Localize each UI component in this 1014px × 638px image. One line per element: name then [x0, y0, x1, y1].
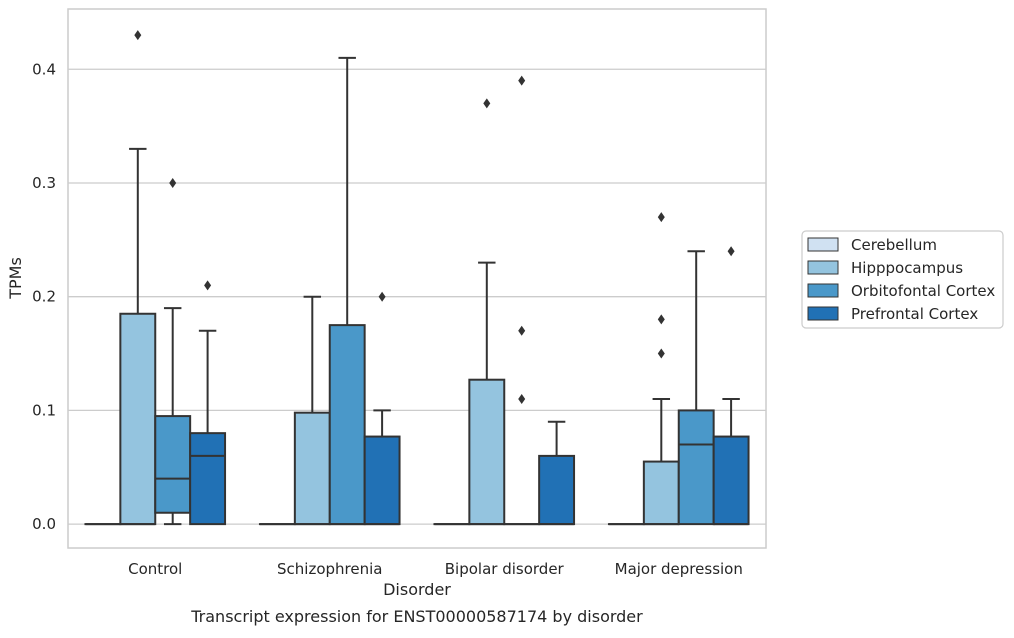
outlier-point [134, 30, 141, 40]
legend-swatch [808, 307, 838, 320]
box [190, 433, 225, 524]
box-prefrontal-cortex-3 [714, 246, 749, 524]
box [295, 413, 330, 524]
legend-label: Hipppocampus [851, 259, 963, 277]
legend-label: Orbitofontal Cortex [851, 282, 995, 300]
box-hipppocampus-0 [120, 30, 155, 524]
x-tick-label: Bipolar disorder [445, 560, 565, 578]
outlier-point [483, 98, 490, 108]
outlier-point [518, 76, 525, 86]
y-tick-label: 0.0 [32, 515, 56, 533]
box [714, 437, 749, 525]
box [539, 456, 574, 524]
x-ticks: Control Schizophrenia Bipolar disorder Majo… [128, 560, 743, 578]
box [120, 314, 155, 524]
box-orbitofontal-cortex-2 [504, 76, 539, 524]
outlier-point [518, 394, 525, 404]
box-hipppocampus-2 [469, 98, 504, 524]
legend-label: Cerebellum [851, 236, 937, 254]
legend-swatch [808, 284, 838, 297]
box [155, 416, 190, 513]
x-tick-label: Control [128, 560, 182, 578]
box [365, 437, 400, 525]
box-prefrontal-cortex-2 [539, 422, 574, 524]
y-tick-label: 0.1 [32, 401, 56, 419]
box-orbitofontal-cortex-3 [679, 251, 714, 524]
box-hipppocampus-3 [644, 212, 679, 524]
legend-label: Prefrontal Cortex [851, 305, 978, 323]
outlier-point [379, 292, 386, 302]
legend-swatch [808, 238, 838, 251]
y-ticks: 0.0 0.1 0.2 0.3 0.4 [32, 60, 56, 533]
outlier-point [658, 349, 665, 359]
x-tick-label: Schizophrenia [277, 560, 382, 578]
box-prefrontal-cortex-0 [190, 280, 225, 524]
legend: Cerebellum Hipppocampus Orbitofontal Corte… [802, 231, 1003, 328]
outlier-point [169, 178, 176, 188]
outlier-point [518, 326, 525, 336]
outlier-point [658, 314, 665, 324]
box-prefrontal-cortex-1 [365, 292, 400, 524]
outlier-point [204, 280, 211, 290]
x-tick-label: Major depression [615, 560, 743, 578]
legend-swatch [808, 261, 838, 274]
box [330, 325, 365, 524]
outlier-point [658, 212, 665, 222]
box [469, 380, 504, 524]
y-axis-label: TPMs [6, 257, 25, 300]
box [679, 410, 714, 524]
chart-caption: Transcript expression for ENST0000058717… [190, 607, 643, 626]
outlier-point [728, 246, 735, 256]
y-tick-label: 0.4 [32, 60, 56, 78]
y-tick-label: 0.2 [32, 288, 56, 306]
y-tick-label: 0.3 [32, 174, 56, 192]
x-axis-label: Disorder [383, 580, 451, 599]
boxes-layer [85, 30, 748, 524]
box [644, 462, 679, 525]
box-orbitofontal-cortex-1 [330, 58, 365, 524]
box-orbitofontal-cortex-0 [155, 178, 190, 524]
